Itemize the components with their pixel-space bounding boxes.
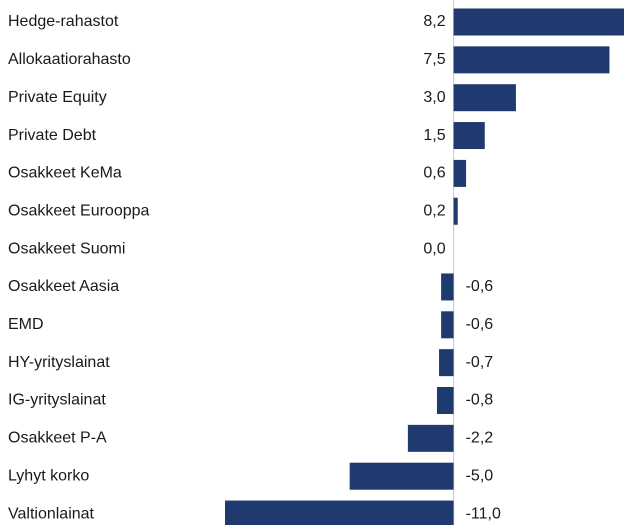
value-label: 0,6 [423, 165, 445, 182]
bar [439, 349, 454, 377]
value-label: -0,6 [466, 316, 494, 333]
value-label: 8,2 [423, 13, 445, 30]
value-label: -11,0 [466, 505, 501, 522]
category-label: Valtionlainat [8, 505, 95, 522]
bar [349, 462, 454, 490]
bar [453, 8, 624, 36]
value-label: 7,5 [423, 51, 445, 68]
value-label: -2,2 [466, 430, 494, 447]
bar [453, 197, 458, 225]
category-label: HY-yrityslainat [8, 354, 110, 371]
category-label: EMD [8, 316, 44, 333]
value-label: -0,8 [466, 392, 494, 409]
value-label: -5,0 [466, 467, 494, 484]
category-label: Osakkeet P-A [8, 430, 107, 447]
category-label: Private Debt [8, 127, 97, 144]
category-label: Hedge-rahastot [8, 13, 119, 30]
value-label: 3,0 [423, 89, 445, 106]
bar [407, 424, 454, 452]
category-label: Allokaatiorahasto [8, 51, 131, 68]
category-label: IG-yrityslainat [8, 392, 106, 409]
bar [441, 273, 454, 301]
bar [441, 311, 454, 339]
value-label: 0,2 [423, 202, 445, 219]
category-label: Osakkeet Suomi [8, 240, 125, 257]
bar [225, 500, 454, 525]
value-label: -0,7 [466, 354, 494, 371]
value-label: -0,6 [466, 278, 494, 295]
bar [453, 122, 485, 150]
value-label: 1,5 [423, 127, 445, 144]
bar [453, 84, 516, 112]
category-label: Osakkeet Eurooppa [8, 202, 150, 219]
value-label: 0,0 [423, 240, 445, 257]
category-label: Osakkeet Aasia [8, 278, 119, 295]
category-label: Lyhyt korko [8, 467, 89, 484]
bar [453, 46, 610, 74]
bar [453, 159, 467, 187]
category-label: Private Equity [8, 89, 107, 106]
category-label: Osakkeet KeMa [8, 165, 122, 182]
bar [436, 387, 454, 414]
